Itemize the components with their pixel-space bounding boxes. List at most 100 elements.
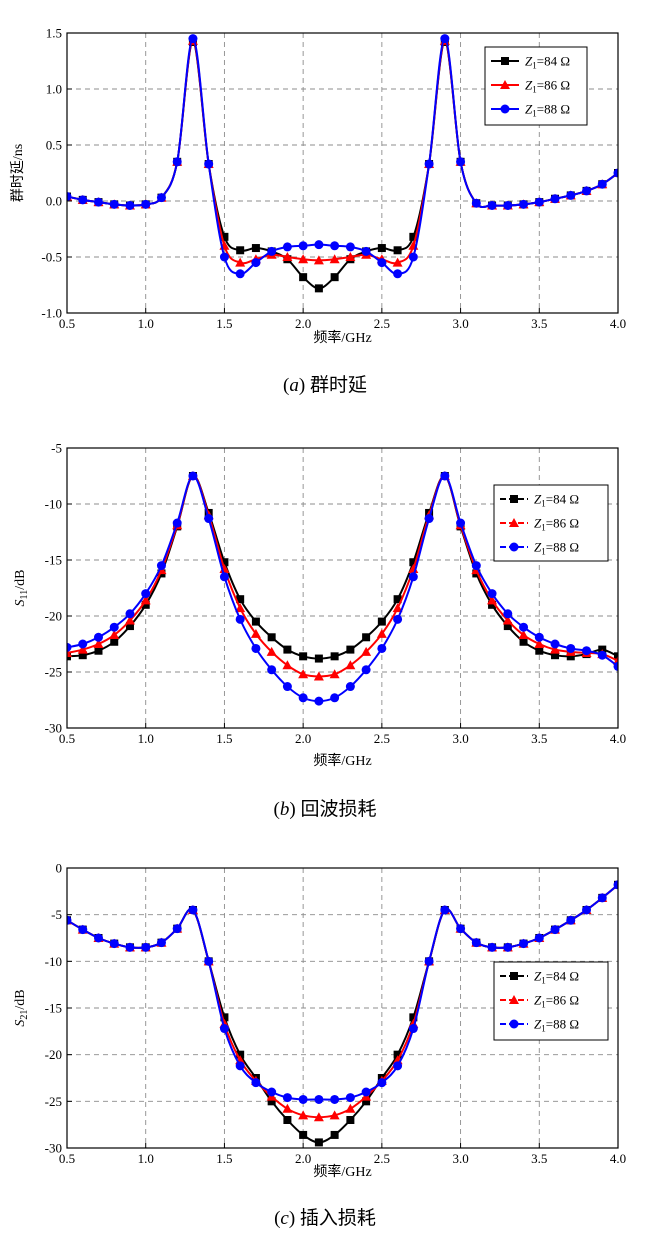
data-point (503, 622, 512, 631)
data-point (503, 942, 513, 952)
data-point (267, 1097, 276, 1106)
y-tick-label: -20 (45, 1047, 62, 1062)
x-tick-label: 4.0 (610, 731, 626, 746)
figure-caption: (a) 群时延 (283, 374, 367, 396)
data-point (299, 1130, 308, 1139)
data-point (550, 639, 560, 649)
data-point (299, 652, 308, 661)
legend-symbol: Z (525, 54, 533, 69)
data-point (362, 1097, 371, 1106)
data-point (535, 646, 544, 655)
data-point (424, 159, 434, 169)
data-point (282, 1093, 292, 1103)
data-point (283, 645, 292, 654)
data-point (109, 622, 119, 632)
data-point (250, 628, 261, 638)
data-point (109, 630, 120, 640)
data-point (551, 651, 560, 660)
y-tick-label: 0 (56, 861, 63, 876)
legend-label: Z1=88 Ω (534, 1017, 579, 1034)
x-axis-label: 频率/GHz (313, 752, 371, 769)
data-point (172, 924, 182, 934)
data-point (377, 244, 386, 253)
legend-subscript: 1 (541, 1024, 546, 1034)
data-point (188, 34, 198, 44)
legend-label: Z1=86 Ω (534, 993, 579, 1010)
legend-entry-3: Z1=88 Ω (491, 102, 570, 119)
data-point (487, 589, 497, 599)
legend-symbol: Z (525, 102, 533, 117)
data-point (393, 595, 402, 604)
data-point (78, 651, 87, 660)
data-point (502, 615, 513, 625)
legend-subscript: 1 (541, 976, 546, 986)
legend-marker (510, 972, 518, 980)
data-point (172, 518, 182, 528)
y-label-symbol: S (13, 1020, 28, 1027)
data-point (614, 652, 618, 661)
data-point (330, 693, 340, 703)
data-point (392, 257, 403, 267)
data-point (314, 1138, 323, 1147)
data-point (582, 646, 592, 656)
data-point (141, 942, 151, 952)
data-point (329, 1110, 340, 1120)
data-point (597, 893, 607, 903)
data-point (582, 905, 592, 915)
data-point (566, 643, 576, 653)
data-point (93, 632, 103, 642)
legend-value: =86 Ω (537, 78, 570, 93)
data-point (534, 632, 544, 642)
legend-marker (509, 542, 519, 552)
data-point (251, 617, 260, 626)
data-point (78, 195, 88, 205)
legend-label: Z1=84 Ω (534, 969, 579, 986)
data-point (235, 1061, 245, 1071)
legend-subscript: 1 (532, 85, 537, 95)
legend-value: =84 Ω (546, 492, 579, 507)
data-point (140, 595, 151, 605)
y-tick-label: -15 (45, 1001, 62, 1016)
data-point (251, 244, 260, 253)
data-point (597, 650, 607, 660)
data-point (77, 644, 88, 654)
data-point (424, 956, 434, 966)
data-point (67, 192, 72, 202)
y-tick-label: -30 (45, 1141, 62, 1156)
y-tick-label: -15 (45, 553, 62, 568)
data-point (204, 159, 214, 169)
x-tick-label: 1.0 (138, 1151, 154, 1166)
legend-label: Z1=86 Ω (525, 78, 570, 95)
data-point (141, 600, 150, 609)
data-point (550, 194, 560, 204)
data-point (219, 252, 229, 262)
x-tick-label: 2.5 (374, 316, 390, 331)
y-label-unit: /dB (13, 989, 28, 1009)
data-point (219, 572, 229, 582)
x-axis-label: 频率/GHz (313, 329, 371, 346)
legend-subscript: 1 (541, 1000, 546, 1010)
data-point (283, 1116, 292, 1124)
chart-1: 0.5 1.0 1.5 2.0 2.5 3.0 3.5 4.0 -1.0 -0.5 0.0 0.5 1.… (10, 26, 626, 397)
legend-subscript: 1 (532, 109, 537, 119)
data-point (518, 630, 529, 640)
data-point (330, 652, 339, 661)
data-point (141, 589, 151, 599)
data-point (519, 939, 529, 949)
data-point (314, 654, 323, 663)
legend-label: Z1=84 Ω (525, 54, 570, 71)
legend-label: Z1=86 Ω (534, 516, 579, 533)
legend-entry-2: Z1=86 Ω (491, 78, 570, 95)
legend-marker (500, 80, 510, 89)
data-point (488, 600, 497, 609)
data-point (487, 200, 497, 210)
data-point (267, 665, 277, 675)
y-label-subscript: 11 (19, 590, 30, 600)
data-point (188, 905, 198, 915)
data-point (346, 645, 355, 654)
figure-caption: (c) 插入损耗 (274, 1207, 376, 1229)
y-tick-label: -10 (45, 497, 62, 512)
data-point (440, 471, 450, 481)
data-point (519, 199, 529, 209)
